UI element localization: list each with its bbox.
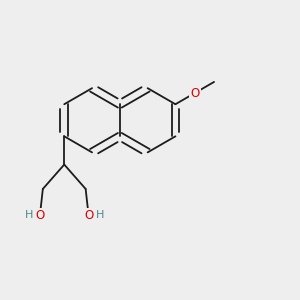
Text: H: H xyxy=(24,210,33,220)
Text: O: O xyxy=(35,209,44,222)
Text: O: O xyxy=(84,209,93,222)
Text: H: H xyxy=(96,210,104,220)
Text: O: O xyxy=(190,87,200,100)
